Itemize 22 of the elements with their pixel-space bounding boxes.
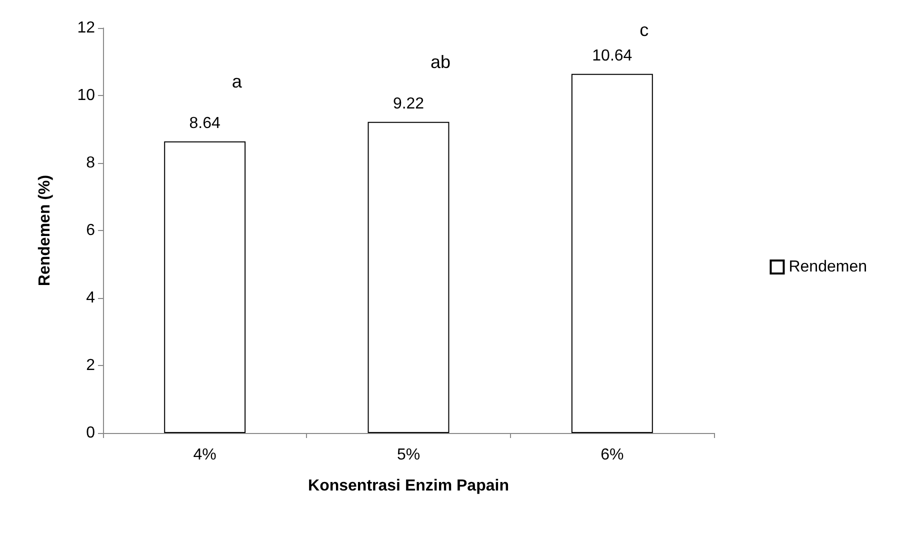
annotation: ab xyxy=(430,52,451,72)
y-tick-label: 2 xyxy=(86,357,96,374)
data-label: 10.64 xyxy=(592,47,632,64)
data-label: 9.22 xyxy=(392,95,424,112)
x-axis-title: Konsentrasi Enzim Papain xyxy=(308,478,509,494)
y-tick-label: 6 xyxy=(86,222,96,239)
x-tick-label: 6% xyxy=(600,446,624,464)
legend-label: Rendemen xyxy=(788,258,868,276)
y-tick-label: 12 xyxy=(77,20,96,36)
y-tick-label: 10 xyxy=(77,87,96,104)
annotation: a xyxy=(232,71,243,92)
y-axis-title: Rendemen (%) xyxy=(36,174,54,286)
bar xyxy=(368,122,450,433)
bar xyxy=(164,141,246,433)
y-tick-label: 0 xyxy=(86,424,96,442)
x-tick-label: 5% xyxy=(396,446,420,464)
y-tick-label: 4 xyxy=(86,290,96,306)
annotation: c xyxy=(640,20,649,40)
x-tick-label: 4% xyxy=(193,446,216,464)
bar xyxy=(571,74,653,433)
data-label: 8.64 xyxy=(189,114,221,132)
y-tick-label: 8 xyxy=(86,154,96,172)
